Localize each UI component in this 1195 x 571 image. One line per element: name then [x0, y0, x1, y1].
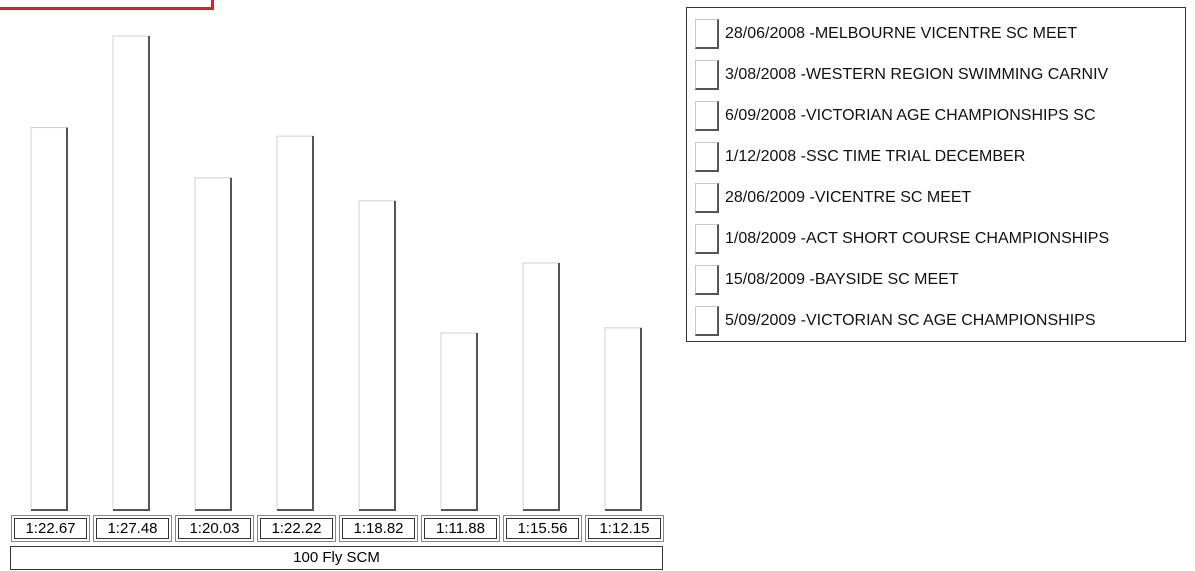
bar-value-label: 1:18.82 — [339, 515, 418, 542]
bar-value-label: 1:12.15 — [585, 515, 664, 542]
bar-value-label: 1:15.56 — [503, 515, 582, 542]
bar — [604, 327, 642, 511]
bar — [276, 135, 314, 511]
bar-value-label: 1:20.03 — [175, 515, 254, 542]
legend-label: 15/08/2009 -BAYSIDE SC MEET — [725, 271, 959, 288]
legend-item: 6/09/2008 -VICTORIAN AGE CHAMPIONSHIPS S… — [695, 99, 1185, 133]
bar-value-label: 1:22.22 — [257, 515, 336, 542]
bar — [522, 262, 560, 511]
legend: 28/06/2008 -MELBOURNE VICENTRE SC MEET 3/… — [686, 7, 1186, 342]
legend-label: 1/08/2009 -ACT SHORT COURSE CHAMPIONSHIP… — [725, 230, 1110, 247]
legend-swatch — [695, 142, 719, 172]
bar — [194, 177, 232, 511]
legend-item: 15/08/2009 -BAYSIDE SC MEET — [695, 263, 1185, 297]
legend-label: 3/08/2008 -WESTERN REGION SWIMMING CARNI… — [725, 66, 1109, 83]
legend-swatch — [695, 60, 719, 90]
legend-item: 3/08/2008 -WESTERN REGION SWIMMING CARNI… — [695, 58, 1185, 92]
legend-item: 1/12/2008 -SSC TIME TRIAL DECEMBER — [695, 140, 1185, 174]
legend-swatch — [695, 306, 719, 336]
legend-label: 5/09/2009 -VICTORIAN SC AGE CHAMPIONSHIP… — [725, 312, 1096, 329]
legend-swatch — [695, 265, 719, 295]
legend-label: 6/09/2008 -VICTORIAN AGE CHAMPIONSHIPS S… — [725, 107, 1096, 124]
legend-swatch — [695, 224, 719, 254]
bar-chart — [30, 35, 642, 511]
bar-value-label: 1:11.88 — [421, 515, 500, 542]
legend-swatch — [695, 101, 719, 131]
legend-label: 1/12/2008 -SSC TIME TRIAL DECEMBER — [725, 148, 1026, 165]
bar-value-label: 1:22.67 — [11, 515, 90, 542]
legend-item: 1/08/2009 -ACT SHORT COURSE CHAMPIONSHIP… — [695, 222, 1185, 256]
legend-item: 5/09/2009 -VICTORIAN SC AGE CHAMPIONSHIP… — [695, 304, 1185, 338]
legend-swatch — [695, 19, 719, 49]
legend-swatch — [695, 183, 719, 213]
bar-value-label: 1:27.48 — [93, 515, 172, 542]
highlight-box — [0, 0, 214, 10]
bar — [112, 35, 150, 511]
legend-item: 28/06/2009 -VICENTRE SC MEET — [695, 181, 1185, 215]
bar — [440, 332, 478, 511]
bar — [30, 127, 68, 511]
chart-title: 100 Fly SCM — [10, 546, 663, 570]
bar — [358, 200, 396, 511]
legend-item: 28/06/2008 -MELBOURNE VICENTRE SC MEET — [695, 17, 1185, 51]
legend-label: 28/06/2009 -VICENTRE SC MEET — [725, 189, 972, 206]
legend-label: 28/06/2008 -MELBOURNE VICENTRE SC MEET — [725, 25, 1078, 42]
